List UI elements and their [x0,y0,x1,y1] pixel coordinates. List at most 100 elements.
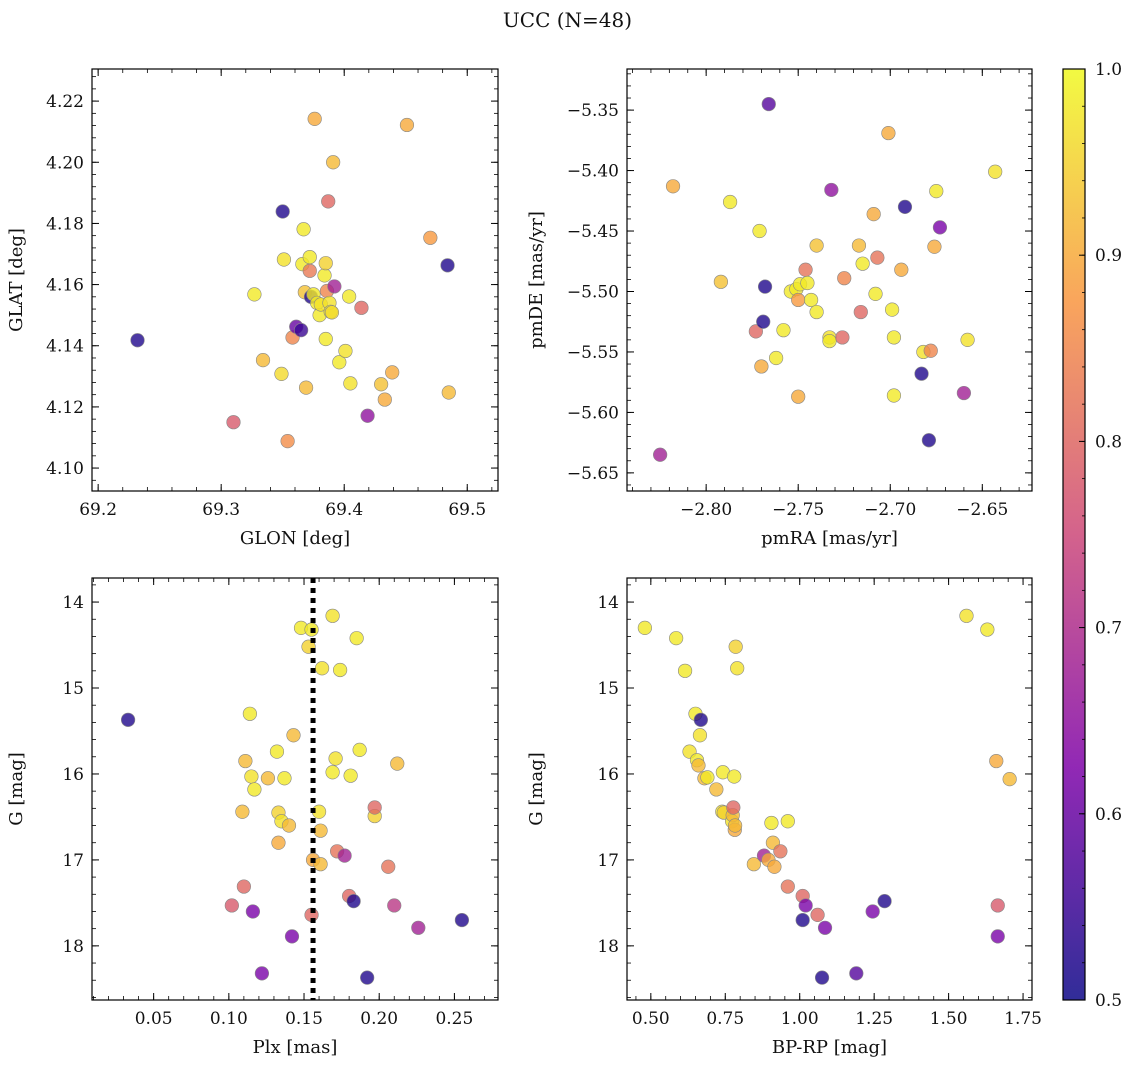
axes-frame [626,68,1033,492]
plot-area [637,608,1017,985]
data-point [381,859,396,874]
y-tick-label: −5.60 [567,403,619,423]
data-point [713,274,728,289]
y-tick-label: 15 [62,679,84,699]
data-point [855,256,870,271]
x-tick-label: −2.65 [956,500,1008,520]
y-tick-label: 16 [62,765,84,785]
x-axis-label: Plx [mas] [253,1037,338,1058]
data-point [281,818,297,833]
y-tick-label: 17 [597,851,619,871]
data-point [317,268,332,283]
data-point [803,292,819,308]
colorbar-gradient [1062,68,1086,1001]
data-point [726,800,741,815]
colorbar-tick-label: 0.6 [1095,805,1122,825]
data-point [346,894,361,909]
x-tick-label: 69.4 [325,500,363,520]
data-point [886,330,902,345]
data-point [302,249,317,265]
data-point [321,194,336,209]
data-point [374,377,389,392]
plot-area [653,96,1003,462]
data-point [327,279,342,294]
x-tick-label: 1.00 [781,1009,819,1029]
colorbar: 0.5 0.6 0.7 0.8 0.9 1.0 [1062,60,1122,1011]
data-point [269,744,285,759]
data-point [440,258,455,273]
data-point [776,323,791,338]
y-tick-label: 14 [62,593,84,613]
y-tick-label: 15 [597,679,619,699]
panel-bprp-g: 0.50 0.75 1.00 1.25 1.50 1.75 14 15 16 17 18 BP-RP … [526,577,1042,1058]
data-point [343,768,358,783]
data-point [988,164,1003,179]
data-point [773,844,788,859]
x-tick-label: 0.75 [706,1009,744,1029]
data-point [746,857,761,872]
colorbar-tick-label: 0.5 [1095,991,1122,1011]
data-point [296,222,311,237]
data-point [1002,772,1017,787]
data-point [665,179,681,194]
data-point [274,366,289,381]
data-point [254,966,270,981]
data-point [411,920,426,935]
data-point [865,904,880,919]
data-point [677,663,693,678]
y-tick-label: −5.55 [567,343,619,363]
data-point [318,256,333,271]
data-point [286,728,301,743]
data-point [454,912,470,928]
data-point [324,305,340,320]
data-point [764,815,779,831]
data-point [120,712,136,727]
colorbar-tick-label: 1.0 [1095,60,1122,80]
x-tick-label: −2.70 [864,500,916,520]
data-point [669,631,684,646]
y-tick-label: 4.20 [46,153,84,173]
data-point [441,385,456,400]
colorbar-tick-label: 0.8 [1095,432,1122,452]
data-point [798,262,813,277]
data-point [349,631,364,646]
data-point [894,262,909,277]
data-point [927,239,942,254]
data-point [332,355,347,370]
data-point [884,302,900,317]
data-point [929,184,944,199]
x-tick-label: 0.15 [285,1009,323,1029]
x-tick-label: 0.50 [632,1009,670,1029]
y-axis-label: G [mag] [6,752,27,825]
data-point [866,207,881,222]
data-point [328,751,343,766]
y-tick-label: 18 [62,937,84,957]
data-point [853,304,868,320]
data-point [691,758,706,773]
data-point [809,238,824,253]
data-point [236,879,251,894]
data-point [989,753,1004,769]
y-tick-label: 4.18 [46,214,84,234]
axes-frame [626,577,1033,1001]
data-point [837,271,852,286]
data-point [727,769,742,784]
data-point [235,804,250,819]
data-point [284,929,300,944]
y-tick-label: −5.40 [567,162,619,182]
data-point [313,857,328,872]
panel-pmra-pmde: −2.80 −2.75 −2.70 −2.65 −5.65 −5.60 −5.55 −5.50… [526,68,1033,549]
x-axis-label: BP-RP [mag] [772,1037,887,1058]
plot-area [130,111,456,449]
y-axis-label: GLAT [deg] [6,228,27,332]
data-point [780,814,795,829]
data-point [693,712,708,727]
data-point [824,182,839,198]
data-point [754,359,769,374]
data-point [748,324,763,339]
data-point [390,756,405,771]
panel-plx-g: 0.05 0.10 0.15 0.20 0.25 14 15 16 17 18 Plx [mas] G… [6,577,499,1058]
data-point [326,155,341,170]
data-point [932,220,948,235]
y-tick-label: −5.50 [567,282,619,302]
